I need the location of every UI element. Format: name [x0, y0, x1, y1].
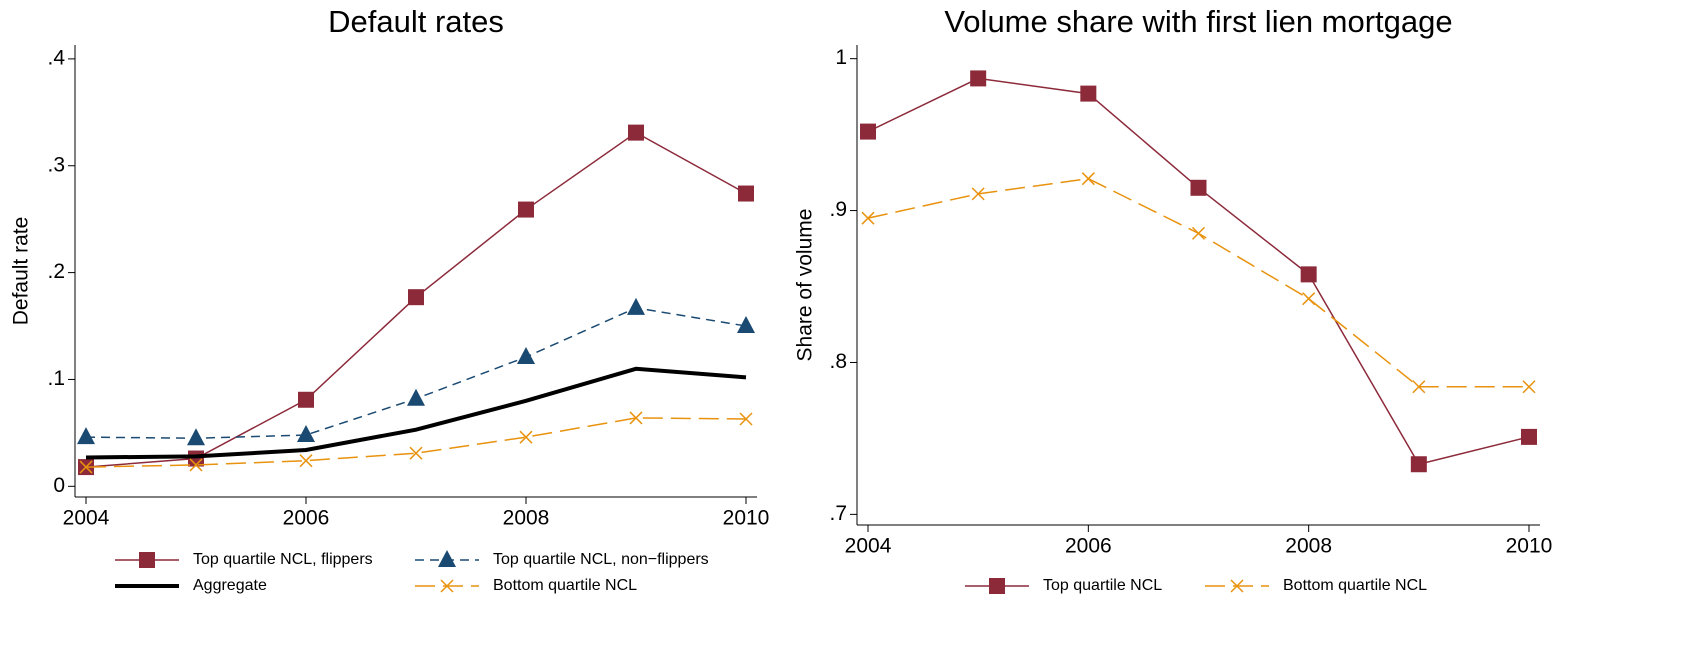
y-tick-label: .8: [829, 350, 847, 373]
marker: [187, 428, 205, 446]
legend-label: Bottom quartile NCL: [1283, 577, 1427, 594]
marker: [299, 454, 313, 468]
marker: [971, 187, 985, 201]
series: [78, 124, 754, 476]
marker: [518, 201, 534, 218]
legend-label: Bottom quartile NCL: [493, 577, 637, 594]
marker: [189, 458, 203, 472]
legend-marker: [440, 579, 454, 593]
x-tick-label: 2006: [1065, 535, 1112, 558]
marker: [1190, 179, 1207, 196]
x-tick-label: 2004: [845, 535, 892, 558]
marker: [1412, 380, 1426, 394]
y-tick-label: .4: [47, 46, 65, 69]
legend-label: Top quartile NCL: [1043, 577, 1162, 594]
legend-label: Aggregate: [193, 577, 267, 594]
legend-marker: [1230, 579, 1244, 593]
marker: [737, 316, 755, 334]
y-tick-label: .1: [47, 367, 65, 390]
marker: [79, 460, 93, 474]
marker: [409, 446, 423, 460]
series: [77, 297, 755, 446]
series: [85, 366, 747, 460]
legend-label: Top quartile NCL, flippers: [193, 551, 373, 568]
legend-label: Top quartile NCL, non−flippers: [493, 551, 709, 568]
marker: [1081, 172, 1095, 186]
x-tick-label: 2010: [723, 507, 770, 530]
y-tick-label: .9: [829, 198, 847, 221]
marker: [627, 297, 645, 315]
marker: [739, 412, 753, 426]
line: [867, 177, 1529, 388]
marker: [519, 430, 533, 444]
legend-marker: [989, 578, 1005, 594]
x-tick-label: 2008: [503, 507, 550, 530]
y-tick-label: 0: [53, 474, 65, 497]
marker: [861, 211, 875, 225]
y-axis-label: Share of volume: [794, 209, 817, 362]
marker: [298, 391, 314, 408]
chart-title: Volume share with first lien mortgage: [944, 4, 1452, 39]
x-tick-label: 2010: [1506, 535, 1553, 558]
line: [867, 77, 1530, 466]
marker: [1080, 85, 1097, 102]
y-tick-label: .7: [829, 502, 847, 525]
series: [861, 172, 1536, 394]
line: [85, 366, 747, 460]
marker: [407, 388, 425, 406]
marker: [1410, 456, 1427, 473]
marker: [517, 347, 535, 365]
marker: [408, 289, 424, 306]
legend-marker: [438, 550, 456, 567]
marker: [628, 124, 644, 141]
marker: [1520, 428, 1537, 445]
marker: [297, 425, 315, 443]
marker: [1522, 380, 1536, 394]
marker: [860, 123, 877, 140]
marker: [629, 411, 643, 425]
series: [860, 70, 1537, 473]
marker: [970, 70, 987, 87]
marker: [1191, 226, 1206, 240]
x-tick-label: 2006: [283, 507, 330, 530]
marker: [1300, 266, 1317, 283]
legend-marker: [139, 552, 155, 568]
x-tick-label: 2004: [63, 507, 110, 530]
x-tick-label: 2008: [1285, 535, 1332, 558]
y-tick-label: 1: [835, 46, 847, 69]
series: [79, 411, 753, 474]
marker: [77, 427, 95, 445]
marker: [1302, 292, 1316, 306]
y-tick-label: .3: [47, 153, 65, 176]
y-tick-label: .2: [47, 260, 65, 283]
y-axis-label: Default rate: [10, 217, 33, 326]
chart-title: Default rates: [328, 4, 504, 39]
marker: [738, 185, 754, 202]
